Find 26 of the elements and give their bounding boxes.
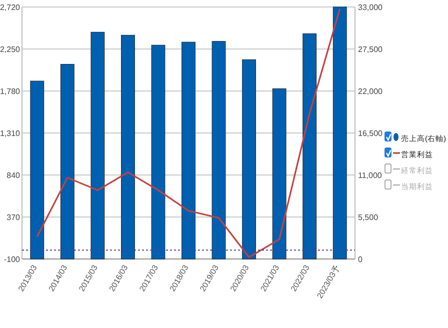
y-tick-label: 370	[6, 213, 21, 222]
y2-tick-label: 16,500	[358, 129, 384, 138]
bar	[120, 34, 135, 260]
y2-tick-label: 33,000	[358, 3, 384, 12]
y-tick-label: 840	[6, 171, 21, 180]
line-series	[36, 8, 341, 258]
bar	[151, 44, 166, 260]
bar	[242, 59, 256, 260]
bar	[182, 42, 196, 260]
y2-tick-label: 0	[358, 255, 363, 264]
y2-tick-label: 22,000	[358, 87, 384, 96]
y-tick-label: 2,250	[0, 45, 21, 54]
y2-tick-label: 27,500	[358, 45, 384, 54]
bar	[30, 80, 44, 260]
y2-tick-label: 11,000	[358, 171, 382, 180]
bar	[302, 33, 317, 260]
y-tick-label: -100	[4, 255, 21, 264]
bar	[272, 88, 286, 260]
bar	[212, 41, 226, 260]
y-tick-label: 1,310	[0, 129, 21, 138]
y-tick-label: 2,720	[0, 3, 21, 12]
y-tick-label: 1,780	[0, 87, 21, 96]
bar	[332, 6, 347, 260]
bar	[90, 32, 105, 260]
y2-tick-label: 5,500	[358, 213, 379, 222]
bar	[60, 64, 74, 260]
